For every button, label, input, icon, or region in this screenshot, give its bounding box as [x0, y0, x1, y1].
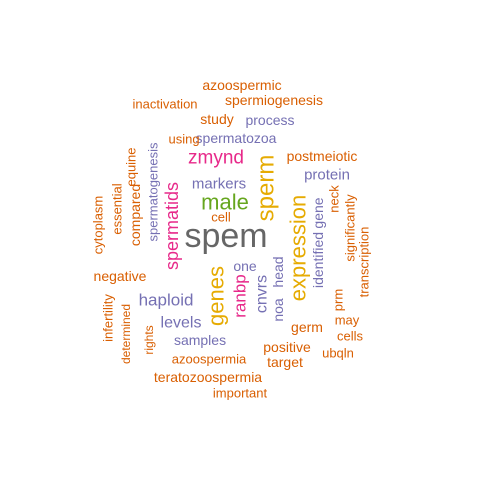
- word-azoospermia: azoospermia: [172, 352, 247, 367]
- word-neck: neck: [327, 185, 342, 213]
- word-one: one: [233, 258, 257, 274]
- word-prm: prm: [331, 289, 346, 311]
- word-spem: spem: [184, 217, 267, 255]
- word-noa: noa: [270, 298, 286, 322]
- word-ranbp: ranbp: [231, 274, 250, 317]
- word-spermatozoa: spermatozoa: [196, 130, 277, 146]
- word-study: study: [200, 111, 233, 127]
- word-infertility: infertility: [101, 294, 116, 342]
- word-zmynd: zmynd: [188, 148, 244, 169]
- word-cnvrs: cnvrs: [254, 275, 271, 313]
- word-spermiogenesis: spermiogenesis: [225, 92, 323, 108]
- word-compared: compared: [127, 184, 143, 246]
- word-spermatids: spermatids: [162, 182, 182, 270]
- word-significantly: significantly: [343, 194, 358, 262]
- word-rights: rights: [142, 325, 156, 354]
- word-teratozoospermia: teratozoospermia: [154, 369, 262, 385]
- word-cells: cells: [337, 329, 364, 344]
- word-essential: essential: [110, 183, 125, 234]
- word-negative: negative: [94, 268, 147, 284]
- word-head: head: [270, 256, 286, 287]
- word-cytoplasm: cytoplasm: [91, 196, 106, 255]
- word-gene: gene: [310, 197, 326, 228]
- word-azoospermic: azoospermic: [202, 77, 281, 93]
- word-sperm: sperm: [253, 155, 280, 222]
- word-postmeiotic: postmeiotic: [287, 148, 358, 164]
- word-important: important: [213, 386, 268, 401]
- word-process: process: [245, 112, 294, 128]
- word-equine: equine: [124, 147, 139, 186]
- word-samples: samples: [174, 332, 226, 348]
- word-ubqln: ubqln: [322, 346, 354, 361]
- word-markers: markers: [192, 176, 246, 193]
- word-male: male: [201, 190, 249, 215]
- word-germ: germ: [291, 319, 323, 335]
- word-determined: determined: [119, 304, 133, 364]
- word-genes: genes: [204, 266, 229, 326]
- word-inactivation: inactivation: [132, 97, 197, 112]
- word-haploid: haploid: [139, 291, 194, 310]
- word-cell: cell: [211, 210, 231, 225]
- word-positive: positive: [263, 339, 311, 355]
- word-protein: protein: [304, 167, 350, 184]
- word-target: target: [267, 354, 303, 370]
- word-may: may: [335, 313, 360, 328]
- word-using: using: [168, 132, 199, 147]
- word-spermatogenesis: spermatogenesis: [146, 142, 161, 241]
- word-transcription: transcription: [357, 227, 372, 298]
- word-levels: levels: [161, 315, 202, 332]
- word-expression: expression: [286, 195, 311, 301]
- word-identified: identified: [310, 232, 326, 288]
